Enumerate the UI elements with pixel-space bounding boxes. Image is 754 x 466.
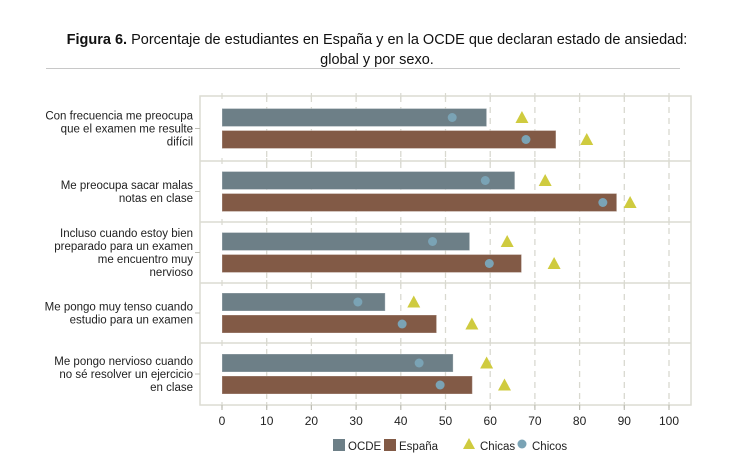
category-label-line: preparado para un examen <box>54 241 193 253</box>
category-group: Me pongo muy tenso cuando estudio para un… <box>45 292 479 334</box>
category-label-line: no sé resolver un ejercicio <box>59 369 193 381</box>
bar-ocde <box>221 232 471 251</box>
bar-espana <box>221 254 522 273</box>
marker-chicos <box>484 259 494 268</box>
category-label-line: Me preocupa sacar malas <box>61 180 194 192</box>
x-tick-label: 60 <box>484 414 498 428</box>
bar-ocde <box>221 353 454 373</box>
title-line-1: Figura 6. Porcentaje de estudiantes en E… <box>0 30 754 50</box>
category-label: Incluso cuando estoy bien preparado para … <box>54 228 193 279</box>
bar-espana <box>221 130 557 149</box>
category-group: Me pongo nervioso cuando no sé resolver u… <box>54 353 512 395</box>
x-tick-label: 30 <box>349 414 363 428</box>
marker-chicas <box>500 235 514 247</box>
legend-ocde-label: OCDE <box>348 441 382 453</box>
marker-chicos <box>397 319 407 329</box>
marker-chicos <box>521 135 531 144</box>
legend-espana-label: España <box>399 441 439 453</box>
legend-chicos: Chicos <box>517 439 567 453</box>
x-tick-label: 20 <box>305 414 319 428</box>
marker-chicos <box>447 113 457 122</box>
marker-chicos <box>414 358 424 368</box>
x-tick-label: 10 <box>260 414 274 428</box>
x-tick-label: 70 <box>528 414 542 428</box>
x-tick-label: 0 <box>219 414 226 428</box>
category-label-line: difícil <box>167 137 193 149</box>
category-label-line: Incluso cuando estoy bien <box>60 228 193 240</box>
legend: OCDE España Chicas Chicos <box>333 438 567 453</box>
bar-espana <box>221 375 473 395</box>
marker-chicas <box>480 356 494 369</box>
title-divider <box>46 68 680 69</box>
category-label-line: que el examen me resulte <box>61 124 193 136</box>
x-tick-label: 50 <box>439 414 453 428</box>
category-label-line: nervioso <box>150 267 193 279</box>
title-text: Porcentaje de estudiantes en España y en… <box>127 32 688 48</box>
category-label: Con frecuencia me preocupa que el examen … <box>45 111 193 149</box>
category-label-line: Con frecuencia me preocupa <box>45 111 193 123</box>
bar-espana <box>221 314 438 334</box>
bar-ocde <box>221 171 516 190</box>
marker-chicas <box>547 257 561 269</box>
category-label-line: Me pongo nervioso cuando <box>54 356 193 368</box>
marker-chicos <box>480 176 490 185</box>
x-tick-label: 100 <box>659 414 679 428</box>
category-group: Con frecuencia me preocupa que el examen … <box>45 108 594 149</box>
legend-chicos-label: Chicos <box>532 441 567 453</box>
category-group: Me preocupa sacar malas notas en clase <box>61 171 637 212</box>
category-label-line: Me pongo muy tenso cuando <box>45 302 193 314</box>
legend-ocde-swatch <box>333 439 345 451</box>
marker-chicas <box>515 111 529 123</box>
title-line-2: global y por sexo. <box>320 52 434 68</box>
marker-chicos <box>353 297 363 307</box>
x-tick-label: 40 <box>394 414 408 428</box>
legend-chicas: Chicas <box>463 438 515 453</box>
marker-chicos <box>598 198 608 207</box>
legend-chicos-swatch <box>517 439 527 449</box>
marker-chicas <box>498 378 512 391</box>
bar-espana <box>221 193 618 212</box>
bar-ocde <box>221 108 488 127</box>
legend-chicas-label: Chicas <box>480 441 515 453</box>
legend-espana-swatch <box>384 439 396 451</box>
marker-chicas <box>465 317 479 330</box>
category-label: Me pongo nervioso cuando no sé resolver u… <box>54 356 193 394</box>
category-label: Me pongo muy tenso cuando estudio para un… <box>45 302 193 327</box>
marker-chicos <box>428 237 438 246</box>
category-group: Incluso cuando estoy bien preparado para … <box>54 228 561 279</box>
x-tick-label: 90 <box>618 414 632 428</box>
category-label-line: en clase <box>150 382 193 394</box>
category-label: Me preocupa sacar malas notas en clase <box>61 180 194 205</box>
category-label-line: me encuentro muy <box>98 254 193 266</box>
marker-chicas <box>580 133 594 145</box>
legend-espana: España <box>384 439 439 453</box>
marker-chicas <box>407 295 421 308</box>
bar-ocde <box>221 292 386 312</box>
legend-ocde: OCDE <box>333 439 382 453</box>
category-label-line: estudio para un examen <box>70 315 193 327</box>
legend-chicas-swatch <box>463 438 475 449</box>
marker-chicas <box>623 196 637 208</box>
marker-chicas <box>538 174 552 186</box>
category-label-line: notas en clase <box>119 193 193 205</box>
title-bold: Figura 6. <box>66 32 128 48</box>
marker-chicos <box>435 380 445 390</box>
x-tick-label: 80 <box>573 414 587 428</box>
figure-title: Figura 6. Porcentaje de estudiantes en E… <box>0 30 754 70</box>
